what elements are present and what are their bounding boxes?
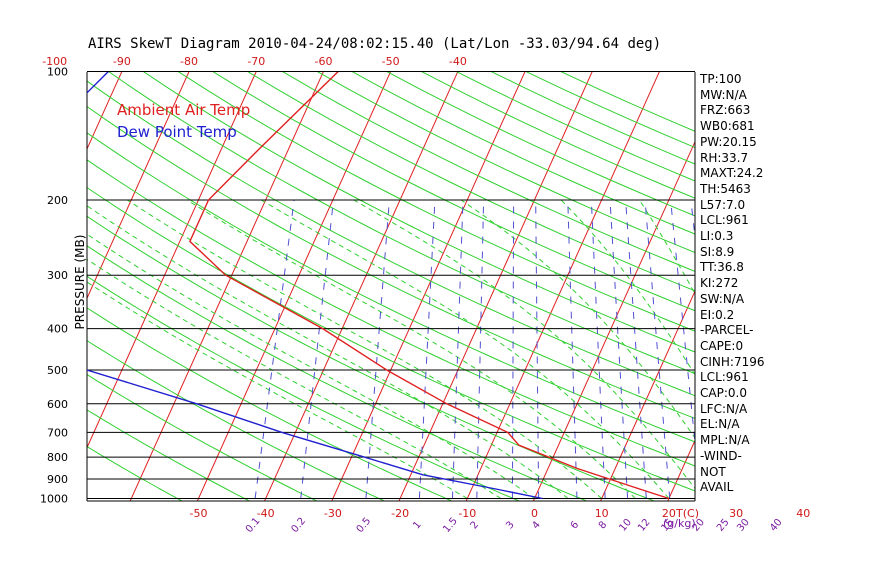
mixing-ratio-line: [477, 200, 484, 498]
mixing-ratio-line: [610, 200, 628, 498]
stat-item: PW:20.15: [700, 135, 865, 151]
isotherm-line: [396, 62, 597, 508]
bottom-temp-tick-label: 20: [662, 507, 676, 520]
isotherm-line: [262, 62, 463, 508]
top-temp-tick-label: -70: [247, 55, 265, 68]
isotherm-line: [0, 62, 59, 508]
mixing-ratio-label: 1.5: [441, 516, 460, 535]
chart-title: AIRS SkewT Diagram 2010-04-24/08:02:15.4…: [88, 36, 661, 52]
pressure-tick-label: 1000: [40, 493, 68, 506]
top-temp-tick-label: -80: [180, 55, 198, 68]
bottom-temp-tick-label: 40: [796, 507, 810, 520]
top-temp-tick-label: -90: [113, 55, 131, 68]
pressure-tick-label: 200: [47, 194, 68, 207]
bottom-temp-tick-label: 30: [729, 507, 743, 520]
mixing-ratio-label: 2: [469, 519, 482, 531]
mixing-ratio-label: 40: [768, 517, 785, 534]
mixing-ratio-label: 10: [617, 517, 634, 534]
stat-item: MPL:N/A: [700, 433, 865, 449]
stat-item: TT:36.8: [700, 260, 865, 276]
mixing-ratio-line: [591, 200, 605, 498]
bottom-temp-tick-label: -40: [257, 507, 275, 520]
stat-item: CINH:7196: [700, 355, 865, 371]
bottom-temp-tick-label: -50: [190, 507, 208, 520]
mixing-ratio-label: 1: [411, 519, 424, 531]
isotherm-line: [866, 62, 870, 508]
stat-item: SW:N/A: [700, 292, 865, 308]
stat-item: WB0:681: [700, 119, 865, 135]
bottom-temp-tick-label: -10: [458, 507, 476, 520]
stat-item: RH:33.7: [700, 151, 865, 167]
stat-item: -PARCEL-: [700, 323, 865, 339]
mixing-ratio-line: [452, 200, 463, 498]
pressure-tick-label: 900: [47, 473, 68, 486]
mixing-ratio-line: [301, 200, 334, 498]
mixing-ratio-label: 12: [636, 517, 653, 534]
stat-item: AVAIL: [700, 480, 865, 496]
moist-adiabat-line: [187, 200, 635, 499]
pressure-tick-label: 600: [47, 398, 68, 411]
pressure-tick-label: 800: [47, 451, 68, 464]
mixing-ratio-line: [626, 200, 647, 498]
stat-item: FRZ:663: [700, 103, 865, 119]
stat-item: EL:N/A: [700, 417, 865, 433]
stat-item: -WIND-: [700, 449, 865, 465]
legend-dew-point-temp: Dew Point Temp: [117, 123, 237, 141]
top-temp-tick-label: -100: [42, 55, 67, 68]
stat-item: LCL:961: [700, 370, 865, 386]
mixing-ratio-label: 8: [597, 519, 610, 531]
legend-ambient-air-temp: Ambient Air Temp: [117, 101, 250, 119]
y-axis-label: PRESSURE (MB): [73, 235, 87, 330]
top-temp-tick-label: -40: [449, 55, 467, 68]
pressure-tick-label: 300: [47, 269, 68, 282]
bottom-temp-tick-label: -20: [391, 507, 409, 520]
pressure-tick-label: 400: [47, 323, 68, 336]
bottom-temp-unit: T(C): [675, 507, 699, 520]
stat-item: TH:5463: [700, 182, 865, 198]
stat-item: MAXT:24.2: [700, 166, 865, 182]
mixing-ratio-label: 3: [504, 519, 517, 531]
bottom-temp-tick-label: 0: [531, 507, 538, 520]
stat-item: NOT: [700, 465, 865, 481]
bottom-temp-tick-label: -30: [324, 507, 342, 520]
dry-adiabat-line: [0, 72, 671, 508]
mixing-ratio-label: 0.5: [355, 516, 374, 535]
stat-item: LI:0.3: [700, 229, 865, 245]
stat-item: CAPE:0: [700, 339, 865, 355]
top-temp-tick-label: -60: [315, 55, 333, 68]
stat-item: CAP:0.0: [700, 386, 865, 402]
stat-item: SI:8.9: [700, 245, 865, 261]
pressure-tick-label: 700: [47, 426, 68, 439]
mixing-ratio-label: 0.2: [289, 516, 308, 535]
stat-item: KI:272: [700, 276, 865, 292]
stat-item: MW:N/A: [700, 88, 865, 104]
bottom-temp-tick-label: 10: [595, 507, 609, 520]
mixing-ratio-line: [366, 200, 389, 498]
moist-adiabat-line: [0, 200, 467, 499]
stat-item: TP:100: [700, 72, 865, 88]
pressure-tick-label: 500: [47, 364, 68, 377]
mixing-ratio-label: 4: [530, 519, 543, 531]
stat-item: EI:0.2: [700, 308, 865, 324]
stat-item: LCL:961: [700, 213, 865, 229]
mixing-ratio-line: [568, 200, 577, 498]
top-temp-tick-label: -50: [382, 55, 400, 68]
mixing-ratio-label: 6: [569, 519, 582, 531]
stat-item: L57:7.0: [700, 198, 865, 214]
isotherm-line: [0, 62, 126, 508]
stat-item: LFC:N/A: [700, 402, 865, 418]
mixing-ratio-line: [512, 200, 513, 498]
